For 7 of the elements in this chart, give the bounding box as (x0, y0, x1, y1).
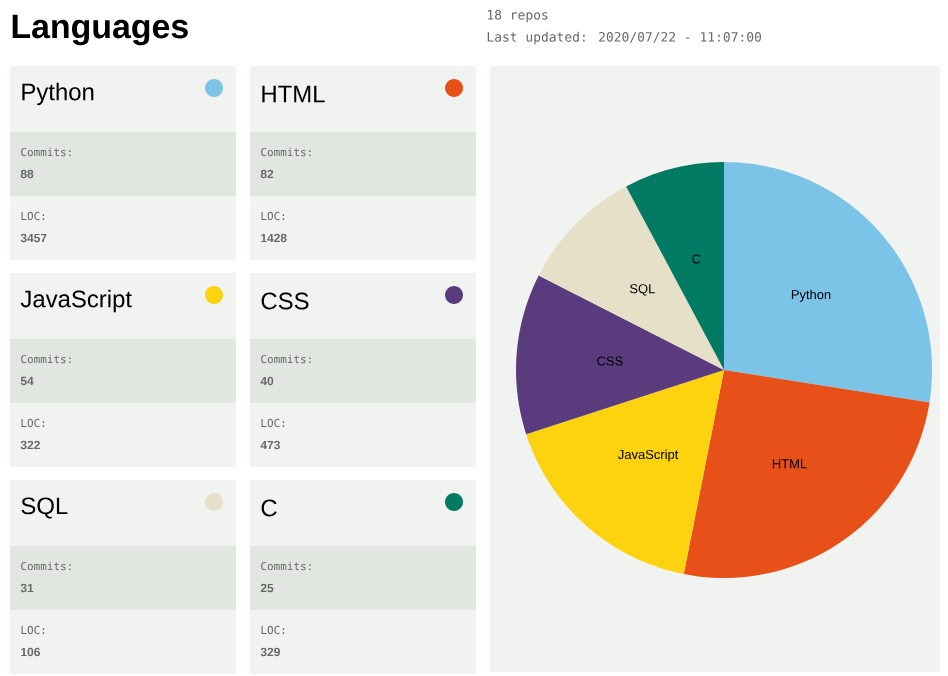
text: SQL (21, 497, 68, 519)
text: CSS (261, 292, 309, 310)
text: HTML (262, 85, 325, 103)
text: Python (22, 82, 94, 106)
text: Languages (12, 14, 188, 46)
text: JavaScript (20, 289, 132, 313)
text: C (261, 499, 277, 517)
